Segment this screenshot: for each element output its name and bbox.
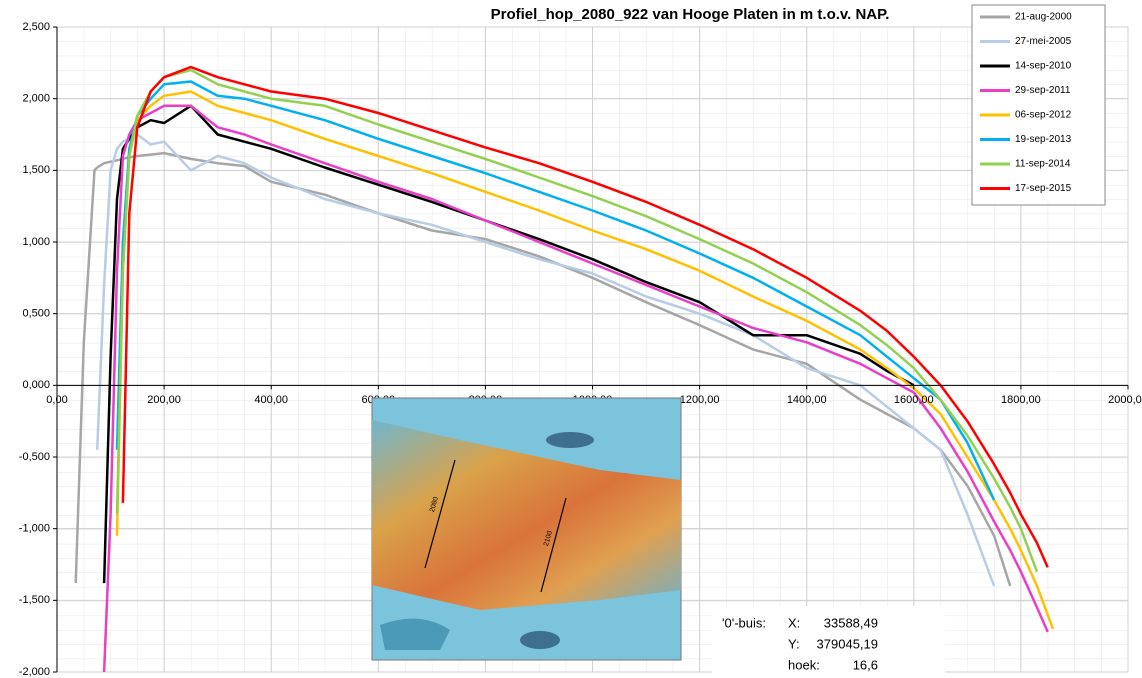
- info-value: 33588,49: [824, 615, 878, 630]
- map-island: [520, 631, 560, 649]
- map-island: [546, 432, 594, 448]
- x-tick-label: 1800,00: [1001, 394, 1041, 406]
- info-label: hoek:: [788, 657, 820, 672]
- inset-map: 2080 2100: [372, 398, 681, 660]
- legend-label: 06-sep-2012: [1015, 110, 1072, 121]
- y-tick-label: -2,000: [19, 666, 50, 678]
- x-tick-label: 1600,00: [894, 394, 934, 406]
- legend-label: 19-sep-2013: [1015, 134, 1072, 145]
- legend-label: 11-sep-2014: [1015, 159, 1071, 170]
- info-value: 379045,19: [817, 636, 878, 651]
- info-value: 16,6: [853, 657, 878, 672]
- y-tick-label: -0,500: [19, 451, 50, 463]
- y-tick-label: 2,500: [22, 21, 50, 33]
- info-label: Y:: [788, 636, 800, 651]
- info-label: '0'-buis:: [722, 615, 766, 630]
- info-label: X:: [788, 615, 800, 630]
- legend-label: 29-sep-2011: [1015, 85, 1071, 96]
- legend-label: 17-sep-2015: [1015, 183, 1072, 194]
- y-tick-label: -1,500: [19, 594, 50, 606]
- legend-label: 14-sep-2010: [1015, 61, 1072, 72]
- y-tick-label: -1,000: [19, 523, 50, 535]
- x-tick-label: 400,00: [254, 394, 288, 406]
- x-tick-label: 1400,00: [787, 394, 827, 406]
- y-tick-label: 1,500: [22, 164, 50, 176]
- x-tick-label: 200,00: [147, 394, 181, 406]
- chart: -2,000 -1,500 -1,000 -0,500 0,000 0,500 1,000 1…: [0, 0, 1142, 678]
- x-tick-label: 2000,00: [1108, 394, 1142, 406]
- legend-label: 27-mei-2005: [1015, 36, 1072, 47]
- chart-title: Profiel_hop_2080_922 van Hooge Platen in…: [491, 6, 890, 23]
- y-tick-label: 2,000: [22, 93, 50, 105]
- legend-box: [972, 5, 1105, 205]
- legend: 21-aug-2000 27-mei-2005 14-sep-2010 29-sep-…: [972, 5, 1105, 205]
- x-tick-label: 1200,00: [680, 394, 720, 406]
- y-tick-label: 0,500: [22, 308, 50, 320]
- y-tick-label: 0,000: [22, 379, 50, 391]
- legend-label: 21-aug-2000: [1015, 12, 1072, 23]
- y-tick-label: 1,000: [22, 236, 50, 248]
- info-box: '0'-buis: X: 33588,49 Y: 379045,19 hoek:…: [712, 606, 945, 676]
